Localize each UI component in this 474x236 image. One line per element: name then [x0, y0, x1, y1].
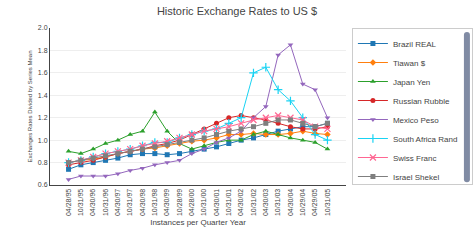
svg-text:1.2: 1.2 — [38, 114, 48, 121]
svg-text:10/29/04: 10/29/04 — [299, 189, 306, 216]
svg-text:04/28/00: 04/28/00 — [188, 189, 195, 216]
svg-text:10/31/01: 10/31/01 — [225, 189, 232, 216]
svg-text:04/30/03: 04/30/03 — [262, 189, 269, 216]
svg-text:Mexico Peso: Mexico Peso — [393, 116, 439, 125]
svg-text:0.8: 0.8 — [38, 159, 48, 166]
svg-text:Japan Yen: Japan Yen — [393, 78, 430, 87]
svg-text:04/30/02: 04/30/02 — [237, 189, 244, 216]
svg-text:1.4: 1.4 — [38, 92, 48, 99]
svg-text:1.0: 1.0 — [38, 137, 48, 144]
svg-text:04/30/97: 04/30/97 — [114, 189, 121, 216]
svg-text:10/31/00: 10/31/00 — [200, 189, 207, 216]
svg-text:Swiss Franc: Swiss Franc — [393, 154, 437, 163]
svg-text:0.6: 0.6 — [38, 181, 48, 188]
svg-text:Historic Exchange Rates to US: Historic Exchange Rates to US $ — [157, 5, 317, 17]
svg-text:10/31/95: 10/31/95 — [77, 189, 84, 216]
svg-text:South Africa Rand: South Africa Rand — [393, 135, 457, 144]
svg-text:10/31/98: 10/31/98 — [151, 189, 158, 216]
svg-text:04/30/99: 04/30/99 — [163, 189, 170, 216]
svg-text:10/28/99: 10/28/99 — [176, 189, 183, 216]
svg-text:1.6: 1.6 — [38, 69, 48, 76]
svg-text:10/31/97: 10/31/97 — [126, 189, 133, 216]
svg-text:Exchanges Rates Divided by Ser: Exchanges Rates Divided by Series Mean — [27, 50, 33, 162]
svg-text:10/31/96: 10/31/96 — [102, 189, 109, 216]
svg-text:1.8: 1.8 — [38, 47, 48, 54]
svg-text:Tiawan $: Tiawan $ — [393, 59, 426, 68]
svg-text:Brazil REAL: Brazil REAL — [393, 40, 437, 49]
svg-text:10/31/05: 10/31/05 — [324, 189, 331, 216]
svg-text:Israel Shekel: Israel Shekel — [393, 173, 439, 182]
svg-text:04/28/95: 04/28/95 — [65, 189, 72, 216]
svg-text:10/31/02: 10/31/02 — [250, 189, 257, 216]
svg-text:04/30/01: 04/30/01 — [213, 189, 220, 216]
svg-text:04/30/04: 04/30/04 — [287, 189, 294, 216]
svg-text:04/29/05: 04/29/05 — [311, 189, 318, 216]
svg-text:Instances per Quarter Year: Instances per Quarter Year — [150, 218, 246, 227]
svg-text:04/30/98: 04/30/98 — [139, 189, 146, 216]
svg-text:04/30/96: 04/30/96 — [89, 189, 96, 216]
svg-text:2.0: 2.0 — [38, 24, 48, 31]
svg-text:10/31/03: 10/31/03 — [274, 189, 281, 216]
svg-text:Russian Rubble: Russian Rubble — [393, 97, 450, 106]
